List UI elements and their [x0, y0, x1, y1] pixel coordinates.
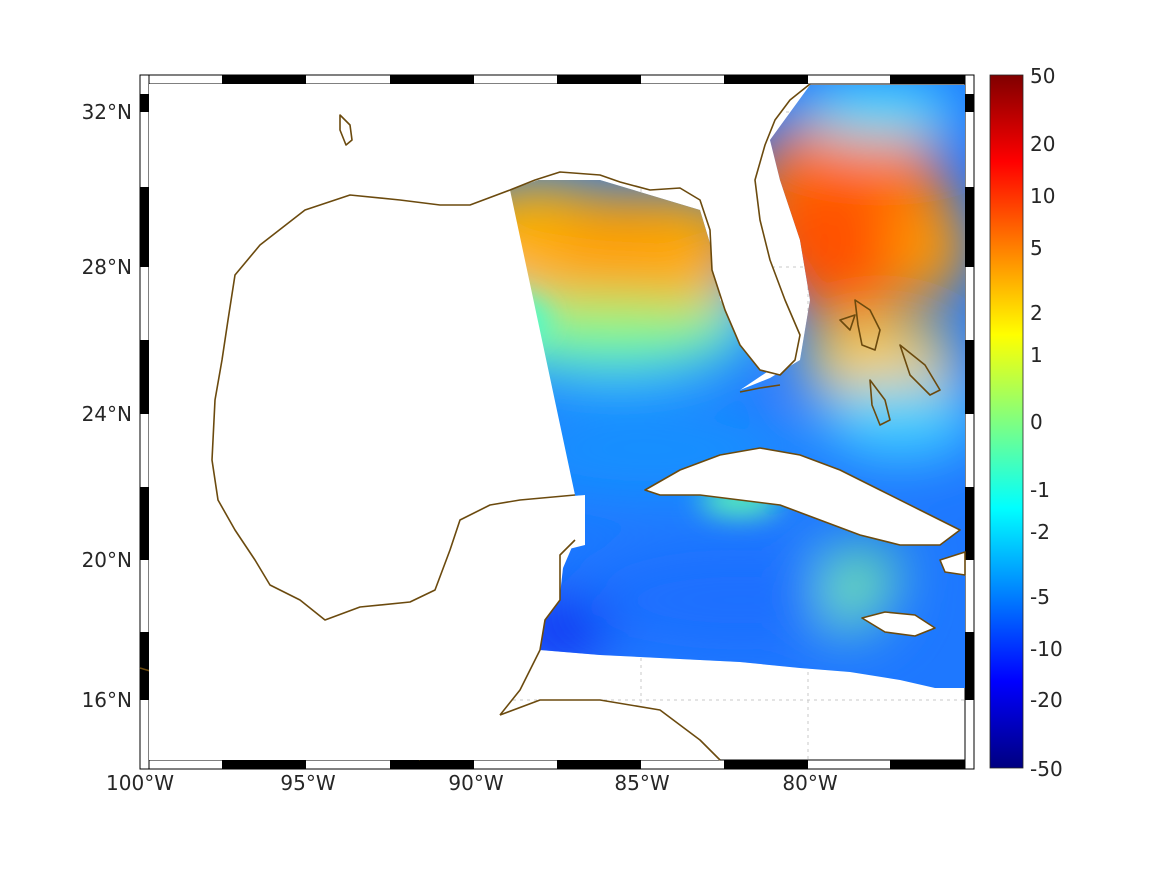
lat-tick-label: 20°N: [82, 548, 132, 572]
yucatan-east-coast: [499, 539, 576, 716]
colorbar-tick-label: 10: [1030, 184, 1055, 208]
lat-tick-labels: 32°N 28°N 24°N 20°N 16°N: [82, 100, 132, 712]
map-frame-right: [964, 74, 975, 770]
colorbar-tick-label: -10: [1030, 637, 1063, 661]
lat-tick-label: 24°N: [82, 402, 132, 426]
colorbar-tick-label: -5: [1030, 585, 1050, 609]
keys-coast: [739, 384, 781, 393]
lat-tick-label: 32°N: [82, 100, 132, 124]
central-america-coast: [499, 699, 721, 761]
lon-tick-label: 80°W: [782, 771, 837, 795]
lon-tick-labels: 100°W 95°W 90°W 85°W 80°W: [106, 771, 838, 795]
lon-tick-label: 90°W: [448, 771, 503, 795]
hispaniola-coast: [939, 551, 966, 576]
colorbar-tick-label: 1: [1030, 343, 1043, 367]
lon-tick-label: 95°W: [280, 771, 335, 795]
colorbar-tick-label: 20: [1030, 132, 1055, 156]
lat-tick-label: 28°N: [82, 255, 132, 279]
colorbar-tick-label: 0: [1030, 410, 1043, 434]
lat-tick-label: 16°N: [82, 688, 132, 712]
colorbar-tick-labels: 50 20 10 5 2 1 0 -1 -2 -5 -10 -20 -50: [1030, 64, 1063, 781]
colorbar-tick-label: -2: [1030, 520, 1050, 544]
lon-tick-label: 100°W: [106, 771, 174, 795]
coastline: [139, 83, 966, 761]
colorbar-tick-label: -50: [1030, 757, 1063, 781]
colorbar-tick-label: 50: [1030, 64, 1055, 88]
lake-coast: [339, 114, 353, 146]
map-frame-top: [139, 74, 967, 85]
colorbar: 50 20 10 5 2 1 0 -1 -2 -5 -10 -20 -50: [989, 64, 1063, 781]
colorbar-gradient: [989, 74, 1024, 769]
colorbar-tick-label: 5: [1030, 236, 1043, 260]
jamaica-coast: [861, 611, 936, 637]
colorbar-tick-label: 2: [1030, 301, 1043, 325]
bahamas-coast: [839, 299, 941, 426]
map-frame-bottom: [139, 759, 967, 770]
cuba-coast: [644, 447, 961, 546]
colorbar-tick-label: -1: [1030, 478, 1050, 502]
colorbar-tick-label: -20: [1030, 688, 1063, 712]
map-frame-left: [139, 74, 150, 770]
florida-coast: [509, 83, 811, 376]
mexico-gulf-coast: [211, 189, 576, 621]
lon-tick-label: 85°W: [614, 771, 669, 795]
